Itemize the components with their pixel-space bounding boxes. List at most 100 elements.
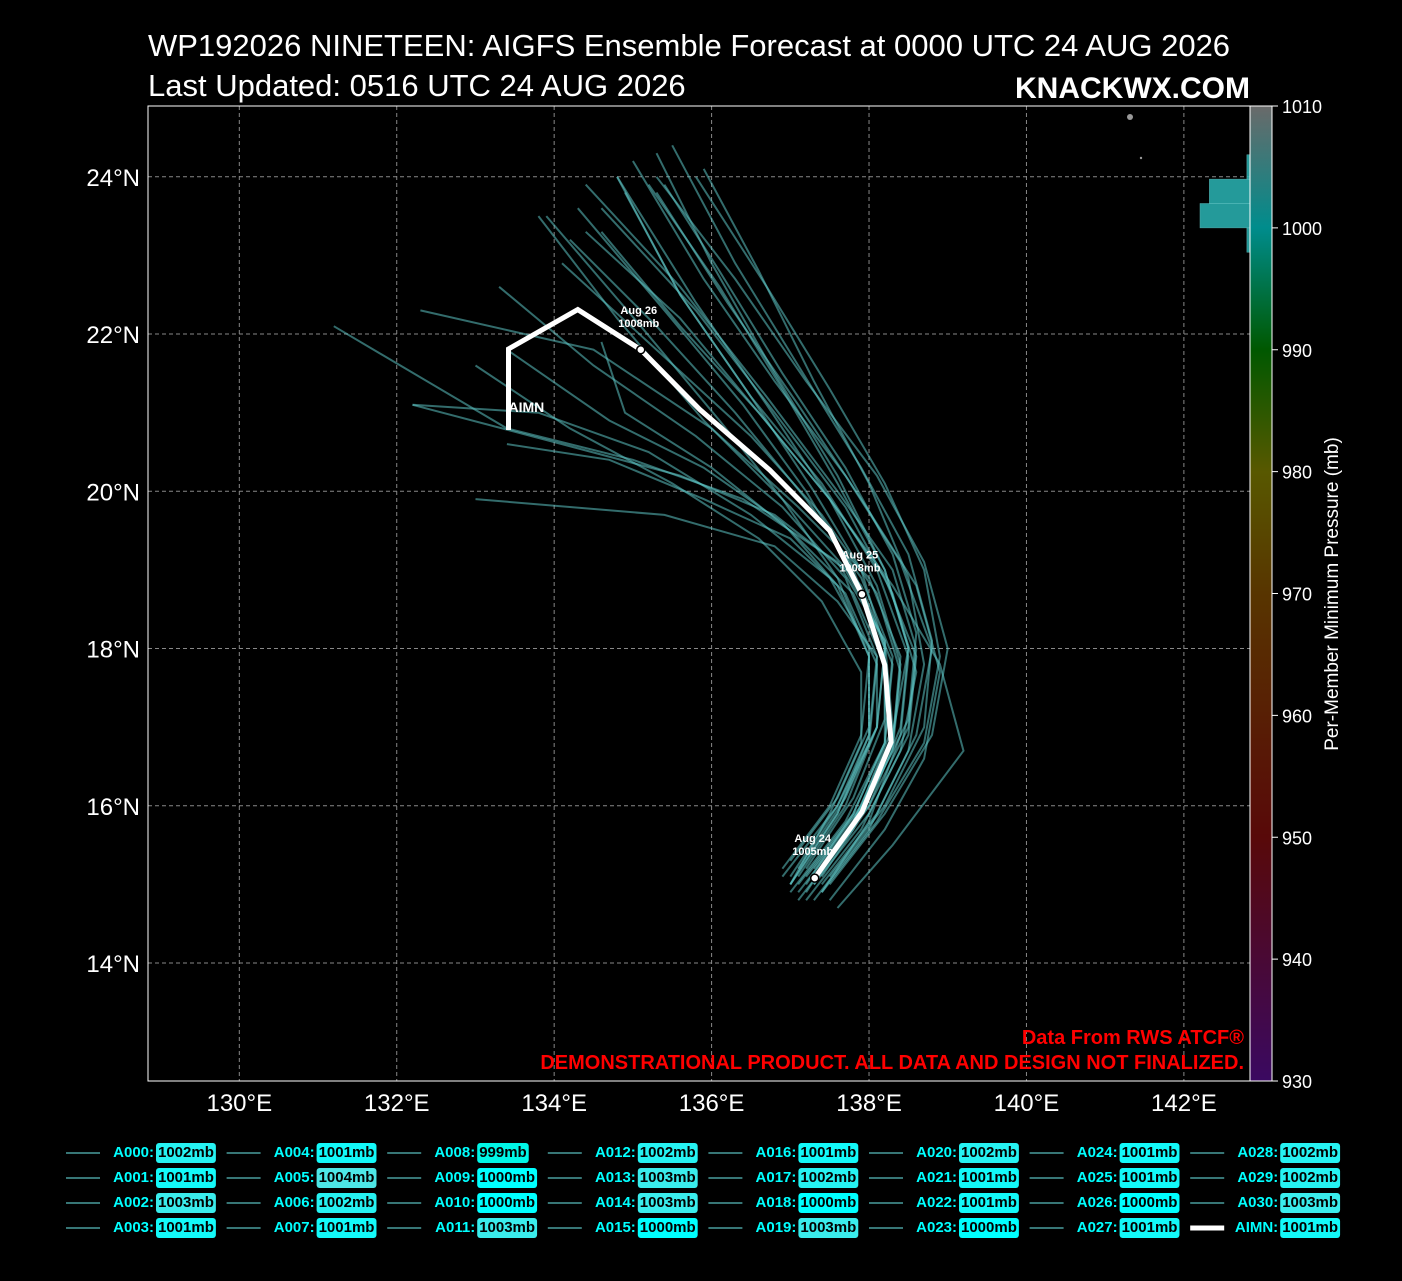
pressure-box (1119, 1143, 1180, 1163)
histogram-bar (1209, 178, 1251, 204)
legend-label: A008: (434, 1144, 475, 1161)
colorbar-label: Per-Member Minimum Pressure (mb) (1322, 437, 1343, 751)
member-track (577, 207, 886, 878)
histogram-bar (1199, 203, 1251, 229)
colorbar-tick-label: 1010 (1282, 97, 1322, 117)
pressure-box (637, 1193, 698, 1213)
pressure-label: 1001mb (961, 1194, 1017, 1211)
pressure-box (637, 1143, 698, 1163)
pressure-label: 1001mb (158, 1219, 214, 1236)
legend-label: A030: (1237, 1194, 1278, 1211)
colorbar-tick-label: 970 (1282, 585, 1312, 605)
island (1139, 156, 1143, 160)
legend-label: A025: (1077, 1169, 1118, 1186)
colorbar-tick-label: 930 (1282, 1072, 1312, 1092)
pressure-box (1280, 1143, 1341, 1163)
legend-label: A018: (756, 1194, 797, 1211)
grid (148, 106, 1250, 1081)
colorbar-tick-label: 940 (1282, 950, 1312, 970)
time-label: Aug 24 (794, 833, 832, 845)
pressure-label: 1002mb (640, 1144, 696, 1161)
chart-title: WP192026 NINETEEN: AIGFS Ensemble Foreca… (148, 28, 1230, 63)
pressure-label: 1000mb (479, 1169, 535, 1186)
legend-label: A014: (595, 1194, 636, 1211)
member-track (412, 403, 886, 870)
pressure-label: 1003mb (800, 1219, 856, 1236)
pressure-box (316, 1218, 377, 1238)
pressure-label: 1000mb (800, 1194, 856, 1211)
y-tick-label: 16°N (86, 794, 140, 821)
member-track (474, 364, 863, 885)
pressure-label: 1000mb (640, 1219, 696, 1236)
pressure-box (156, 1143, 216, 1163)
time-marker (636, 345, 646, 355)
pressure-box (959, 1168, 1019, 1188)
legend-label: A017: (756, 1169, 797, 1186)
pressure-label: 1000mb (1122, 1194, 1178, 1211)
pressure-label: 1001mb (961, 1169, 1017, 1186)
pressure-box (1119, 1193, 1180, 1213)
pressure-box (316, 1168, 377, 1188)
pressure-box (156, 1218, 216, 1238)
legend-label: A004: (274, 1144, 315, 1161)
legend-label: A012: (595, 1144, 636, 1161)
legend-label: A001: (113, 1169, 154, 1186)
pressure-label: 1003mb (640, 1169, 696, 1186)
x-tick-label: 138°E (836, 1090, 902, 1117)
x-tick-label: 132°E (364, 1090, 430, 1117)
colorbar-tick-label: 990 (1282, 341, 1312, 361)
pressure-box (637, 1168, 698, 1188)
legend-label: A024: (1077, 1144, 1118, 1161)
pressure-label: 1001mb (1282, 1219, 1338, 1236)
legend-label: A029: (1237, 1169, 1278, 1186)
pressure-label: 1002mb (1282, 1169, 1338, 1186)
member-track (498, 286, 878, 885)
pressure-box (1280, 1218, 1341, 1238)
pressure-box (1119, 1218, 1180, 1238)
pressure-box (316, 1193, 377, 1213)
pressure-box (1280, 1168, 1341, 1188)
legend-label: A013: (595, 1169, 636, 1186)
pressure-label: 1003mb (158, 1194, 214, 1211)
pressure-label: 1004mb (319, 1169, 375, 1186)
legend-label: A021: (916, 1169, 957, 1186)
mean-track-label: AIMN (509, 399, 545, 415)
member-track (584, 183, 918, 878)
watermark: KNACKWX.COM (1015, 72, 1250, 105)
time-label: Aug 25 (842, 549, 879, 561)
legend-label: A010: (434, 1194, 475, 1211)
x-tick-label: 134°E (521, 1090, 587, 1117)
pressure-box (798, 1143, 859, 1163)
mean-track (506, 306, 894, 880)
pressure-box (798, 1168, 859, 1188)
histogram (1199, 154, 1251, 253)
member-track (506, 443, 878, 885)
legend-label: A027: (1077, 1219, 1118, 1236)
pressure-label: 1000mb (961, 1219, 1017, 1236)
pressure-label: 1001mb (1122, 1144, 1178, 1161)
time-marker (857, 589, 867, 600)
pressure-label: 1001mb (319, 1144, 375, 1161)
pressure-box (316, 1143, 377, 1163)
pressure-label: 1001mb (319, 1219, 375, 1236)
member-track (600, 231, 965, 909)
time-marker (809, 873, 820, 883)
pressure-label: 1003mb (479, 1219, 535, 1236)
pressure-label: 1005mb (792, 846, 833, 858)
colorbar-tick-label: 960 (1282, 706, 1312, 726)
pressure-box (156, 1168, 216, 1188)
legend-label: A009: (434, 1169, 475, 1186)
colorbar-tick-label: 1000 (1282, 219, 1322, 239)
pressure-box (959, 1193, 1019, 1213)
legend-label: A005: (274, 1169, 315, 1186)
x-tick-label: 130°E (206, 1090, 272, 1117)
y-tick-label: 22°N (86, 322, 140, 349)
pressure-box (156, 1193, 216, 1213)
legend-label: AIMN: (1235, 1219, 1278, 1236)
member-track (569, 238, 894, 893)
pressure-label: 1002mb (961, 1144, 1017, 1161)
